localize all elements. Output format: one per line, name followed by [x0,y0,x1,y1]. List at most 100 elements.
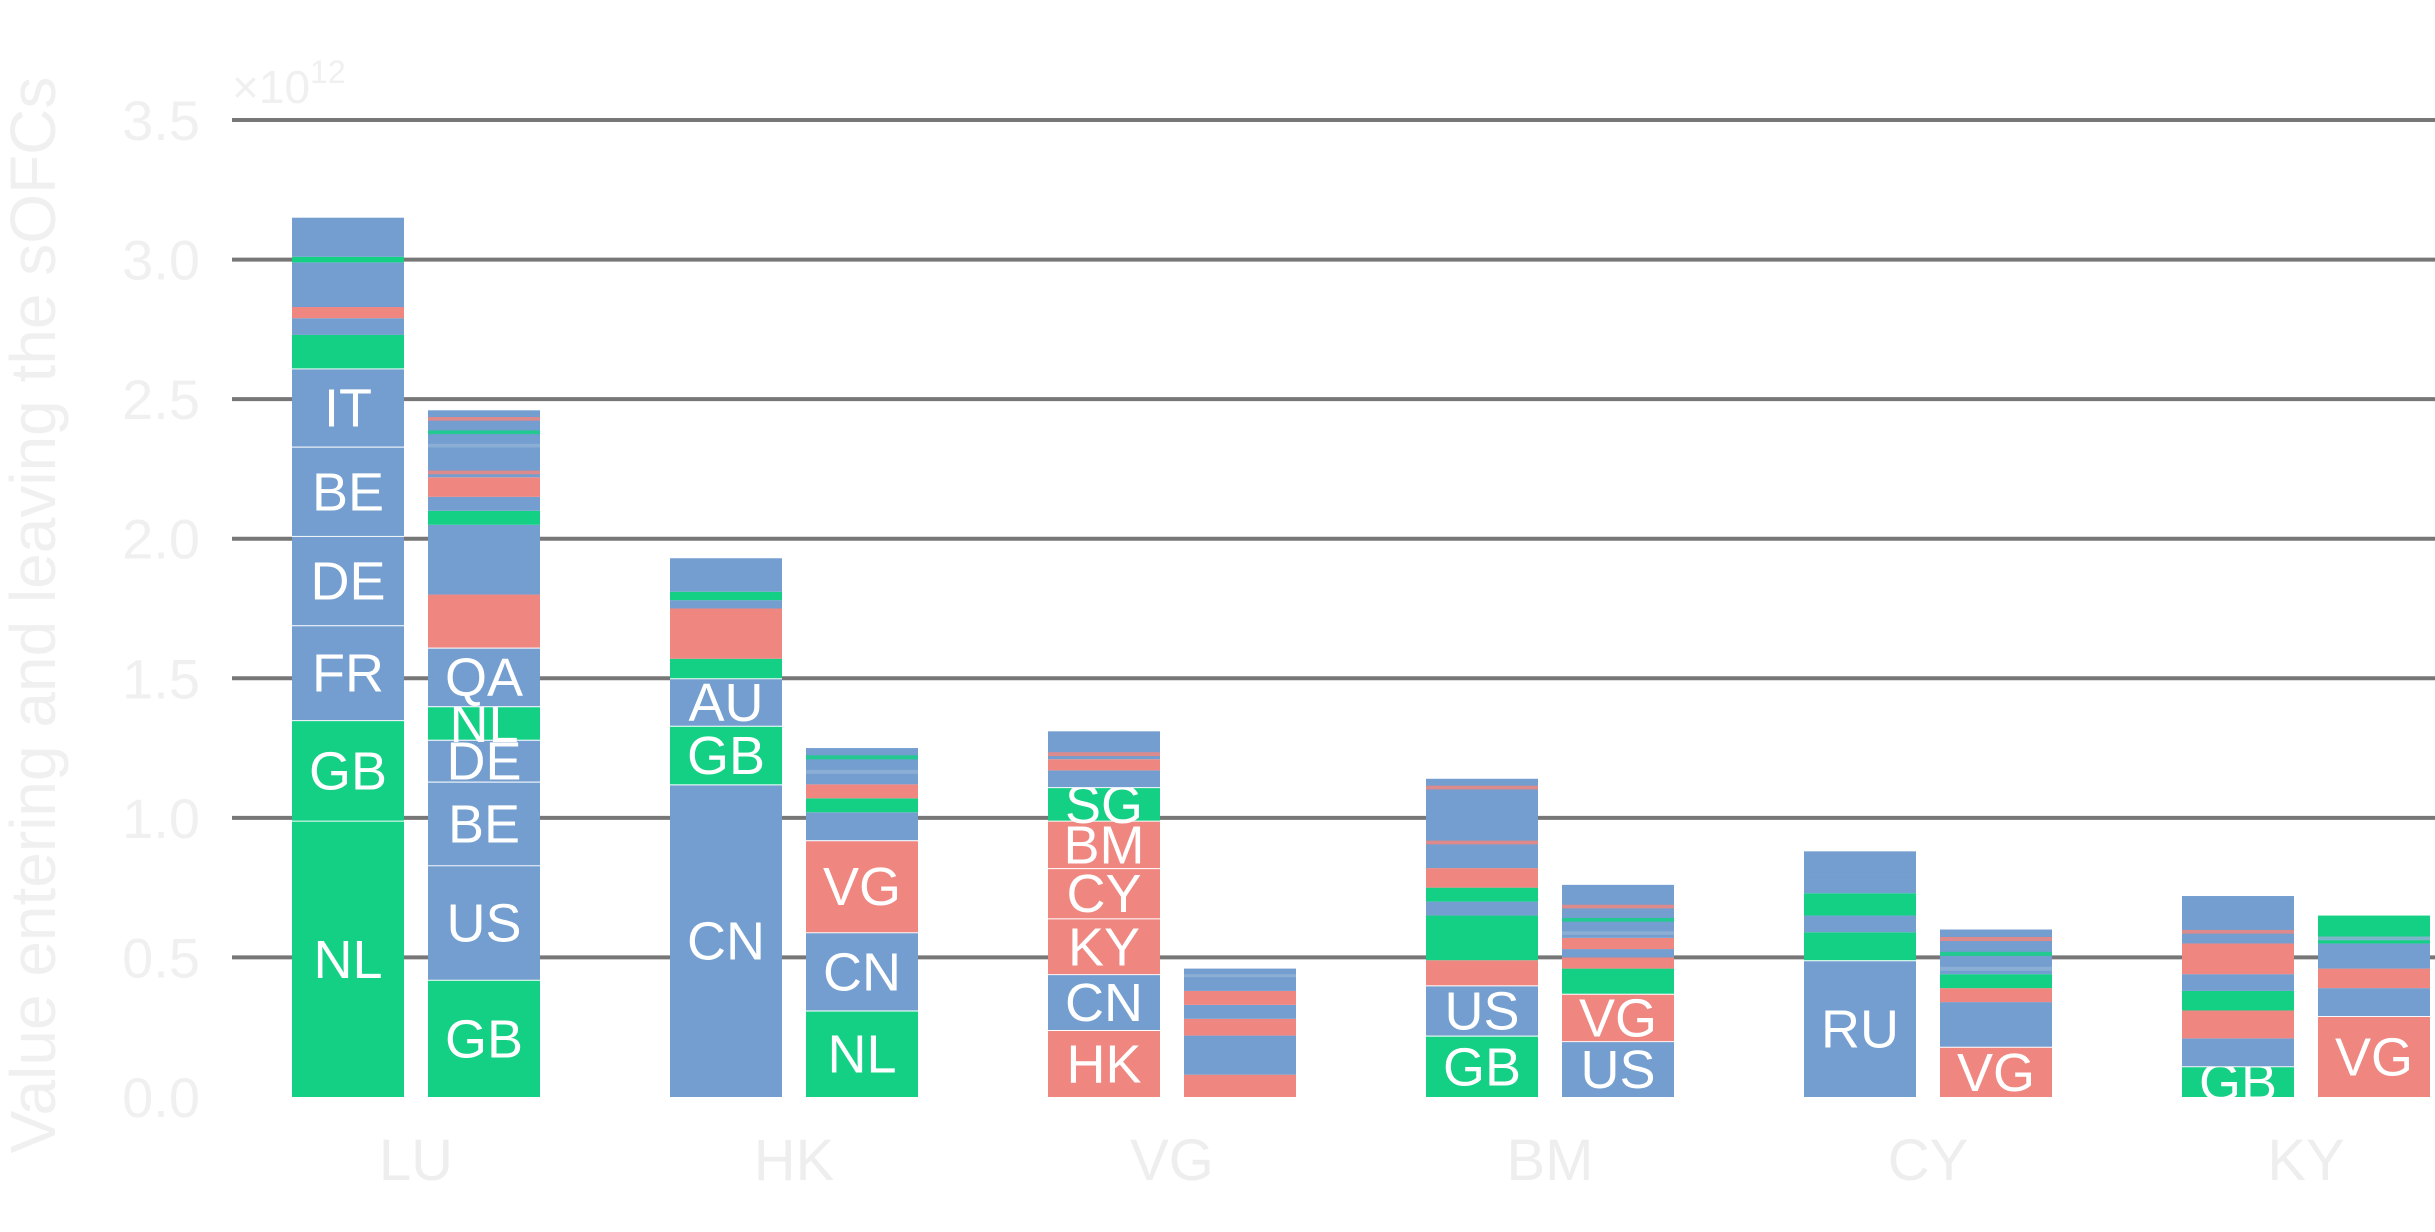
y-tick-label: 2.5 [122,368,200,431]
bar-residual-stripe [1940,966,2052,971]
bar-segment [806,812,918,841]
bar-residual-stripe [1562,891,1674,896]
bar-residual-stripe [1804,858,1916,863]
bar-segment [2318,988,2430,1017]
bar-segment [1426,901,1538,916]
bar-residual-stripe [428,430,540,435]
segment-label: DE [446,732,521,792]
segment-label: GB [1443,1037,1521,1097]
bar-residual-stripe [806,769,918,774]
x-category-label: HK [754,1128,835,1193]
bar-hk-right: NL CN VG [806,748,918,1097]
bar-segment [292,256,404,263]
bar-segment [1048,974,1160,1031]
bar-segment [2182,1038,2294,1067]
bar-segment [292,262,404,308]
bar-segment [1426,985,1538,1036]
segment-label: KY [1068,917,1140,977]
segment-label: VG [823,857,901,917]
bar-residual-stripe [806,755,918,760]
segment-label: VG [1579,988,1657,1048]
bar-residual-stripe [292,237,404,241]
bar-residual-stripe [1562,904,1674,909]
segment-label: CN [1065,973,1143,1033]
bar-segment [292,446,404,536]
gridlines [232,118,2435,960]
bar-segment [428,594,540,648]
bar-segment [2182,974,2294,991]
bar-segment [806,840,918,933]
bar-segment [2318,943,2430,969]
bar-segment [1940,974,2052,989]
bar-segment [1804,915,1916,933]
segment-label: NL [827,1025,896,1085]
bar-segment [428,781,540,866]
bar-segment [806,932,918,1011]
bar-segment [1804,893,1916,916]
x-category-label: BM [1507,1128,1594,1193]
bar-residual-stripe [1184,985,1296,989]
bar-segment [292,820,404,1097]
bar-segment [292,334,404,369]
bar-segment [806,1010,918,1097]
bar-residual-stripe [2318,922,2430,927]
bar-segment [2182,943,2294,975]
bar-segment [1048,918,1160,975]
segment-label: US [1444,981,1519,1041]
bar-segment [1184,1004,1296,1019]
y-tick-label: 0.0 [122,1066,200,1129]
bar-segment [428,865,540,980]
bar-segment [670,608,782,659]
segment-label: AU [688,673,763,733]
bar-segment [428,739,540,782]
y-tick-labels: 0.0 0.5 1.0 1.5 2.0 2.5 3.0 3.5 [122,89,200,1129]
y-multiplier-label: ×1012 [232,54,346,113]
segment-label: RU [1821,1000,1899,1060]
bar-segment [1048,787,1160,821]
segment-label: VG [1957,1043,2035,1103]
bar-segment [1940,1046,2052,1097]
segment-label: CY [1066,864,1141,924]
x-category-labels: LU HK VG BM CY KY [379,1128,2345,1193]
bar-segment [1048,868,1160,919]
bar-lu-left: NL GB FR DE BE IT [292,217,404,1097]
bar-segment [1426,1035,1538,1097]
bar-residual-stripe [1426,799,1538,804]
bar-segment [292,625,404,721]
y-axis-label: Value entering and leaving the sOFCs [0,77,69,1154]
bar-segment [670,658,782,679]
bar-segment [2182,1010,2294,1039]
bar-segment [292,720,404,821]
bar-segment [2182,990,2294,1011]
bar-residual-stripe [2182,929,2294,934]
bar-segment [428,496,540,511]
bars: NLGBFRDEBEITGBUSBEDENLQACNGBAUNLCNVGHKCN… [292,217,2430,1113]
bar-segment [670,725,782,785]
bar-segment [1048,770,1160,788]
bar-segment [1184,1018,1296,1036]
bar-segment [1562,957,1674,969]
bar-residual-stripe [670,578,782,583]
bar-segment [2182,1066,2294,1097]
bar-residual-stripe [2182,902,2294,907]
bar-segment [1426,868,1538,888]
segment-label: NL [313,930,382,990]
bar-residual-stripe [1426,840,1538,845]
bar-segment [1048,759,1160,771]
x-category-label: CY [1888,1128,1969,1193]
segment-label: DE [310,552,385,612]
bar-ky-right: VG [2318,915,2430,1097]
bar-segment [1562,1041,1674,1097]
bar-residual-stripe [1426,826,1538,831]
bar-segment [1562,968,1674,994]
x-category-label: KY [2267,1128,2344,1193]
segment-label: GB [309,741,387,801]
bar-cy-left: RU [1804,851,1916,1097]
segment-label: FR [312,644,384,704]
bar-segment [670,600,782,609]
bar-ky-left: GB [2182,896,2294,1113]
bar-segment [1426,778,1538,869]
bar-residual-stripe [428,470,540,475]
